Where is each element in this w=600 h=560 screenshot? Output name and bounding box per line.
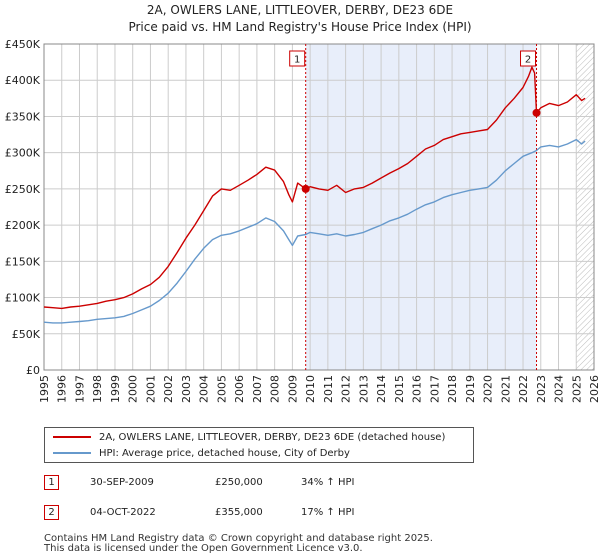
x-tick-label: 2012 — [340, 375, 353, 403]
x-tick-label: 2003 — [180, 375, 193, 403]
x-tick-label: 2006 — [233, 375, 246, 403]
sale-price: £355,000 — [215, 507, 263, 518]
sale-marker: 2 — [44, 505, 59, 520]
x-tick-label: 1995 — [38, 375, 51, 403]
sale-date: 30-SEP-2009 — [90, 477, 154, 488]
sale-marker-box — [520, 50, 537, 67]
x-tick-label: 1997 — [73, 375, 86, 403]
legend-item-hpi: HPI: Average price, detached house, City… — [53, 447, 350, 461]
x-tick-label: 2019 — [464, 375, 477, 403]
y-tick-label: £250K — [5, 183, 41, 196]
plot-frame — [43, 43, 595, 371]
x-tick-label: 1998 — [91, 375, 104, 403]
x-tick-label: 2024 — [553, 375, 566, 403]
x-tick-label: 2020 — [482, 375, 495, 403]
x-tick-label: 2018 — [446, 375, 459, 403]
x-tick-label: 2009 — [286, 375, 299, 403]
y-tick-label: £450K — [5, 38, 41, 51]
sale-marker-label: 1 — [294, 55, 300, 66]
sale-hpi-change: 34% ↑ HPI — [301, 477, 355, 488]
sale-point — [301, 184, 310, 193]
y-tick-label: £0 — [26, 364, 40, 377]
sale-hpi-change: 17% ↑ HPI — [301, 507, 355, 518]
price-chart: £0 £50K £100K £150K £200K £250K £300K £350K £400… — [5, 38, 600, 403]
x-tick-label: 1996 — [56, 375, 69, 403]
legend-swatch-blue — [53, 452, 91, 454]
x-tick-label: 2025 — [570, 375, 583, 403]
sale-marker: 1 — [44, 475, 59, 490]
x-tick-label: 2023 — [535, 375, 548, 403]
sale-marker-label: 2 — [525, 55, 531, 66]
x-tick-label: 2021 — [499, 375, 512, 403]
x-tick-label: 2016 — [411, 375, 424, 403]
x-tick-label: 1999 — [109, 375, 122, 403]
x-tick-label: 2004 — [198, 375, 211, 403]
y-tick-label: £200K — [5, 219, 41, 232]
hpi-line — [43, 138, 586, 324]
sale-marker-box — [289, 50, 306, 67]
sale-point — [532, 108, 541, 117]
sale-date: 04-OCT-2022 — [90, 507, 156, 518]
x-tick-label: 2005 — [215, 375, 228, 403]
x-tick-label: 2026 — [588, 375, 600, 403]
chart-title: 2A, OWLERS LANE, LITTLEOVER, DERBY, DE23… — [146, 3, 454, 17]
legend-label-hpi: HPI: Average price, detached house, City… — [99, 448, 350, 459]
x-tick-label: 2017 — [428, 375, 441, 403]
x-tick-label: 2022 — [517, 375, 530, 403]
x-tick-label: 2014 — [375, 375, 388, 403]
legend-swatch-red — [53, 436, 91, 438]
x-tick-label: 2002 — [162, 375, 175, 403]
y-tick-label: £300K — [5, 147, 41, 160]
y-tick-label: £150K — [5, 255, 41, 268]
property-price-line — [43, 66, 586, 310]
footer-copyright: Contains HM Land Registry data © Crown c… — [44, 533, 433, 544]
legend-label-property: 2A, OWLERS LANE, LITTLEOVER, DERBY, DE23… — [99, 432, 446, 443]
hatched-region — [576, 44, 594, 370]
y-tick-label: £350K — [5, 110, 41, 123]
x-tick-label: 2010 — [304, 375, 317, 403]
x-tick-label: 2015 — [393, 375, 406, 403]
y-tick-label: £400K — [5, 74, 41, 87]
x-tick-label: 2001 — [144, 375, 157, 403]
sale-row: 2 04-OCT-2022 £355,000 17% ↑ HPI — [44, 505, 600, 521]
sale-row: 1 30-SEP-2009 £250,000 34% ↑ HPI — [44, 475, 600, 491]
footer-licence: This data is licensed under the Open Gov… — [44, 543, 363, 554]
x-tick-label: 2011 — [322, 375, 335, 403]
chart-subtitle: Price paid vs. HM Land Registry's House … — [128, 20, 472, 34]
legend-item-property: 2A, OWLERS LANE, LITTLEOVER, DERBY, DE23… — [53, 431, 445, 445]
x-tick-label: 2000 — [127, 375, 140, 403]
sale-price: £250,000 — [215, 477, 263, 488]
x-tick-label: 2008 — [269, 375, 282, 403]
y-tick-label: £50K — [12, 328, 41, 341]
legend: 2A, OWLERS LANE, LITTLEOVER, DERBY, DE23… — [44, 427, 474, 463]
x-tick-label: 2007 — [251, 375, 264, 403]
y-tick-label: £100K — [5, 292, 41, 305]
x-tick-label: 2013 — [357, 375, 370, 403]
